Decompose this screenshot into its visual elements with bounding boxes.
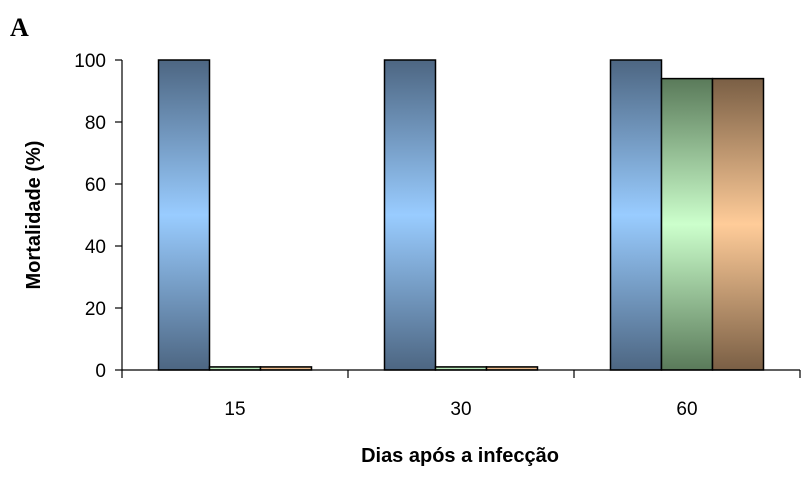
y-axis-title: Mortalidade (%) bbox=[23, 141, 45, 290]
x-tick-label: 15 bbox=[224, 399, 245, 420]
bar-series-1-15 bbox=[157, 59, 211, 371]
bar-series-3-60 bbox=[711, 77, 765, 371]
bar-series-2-60 bbox=[660, 77, 714, 371]
panel-label: A bbox=[10, 13, 29, 42]
x-tick-label: 30 bbox=[450, 399, 471, 420]
bar-series-1-60 bbox=[609, 59, 663, 371]
y-tick-label: 100 bbox=[74, 51, 106, 72]
x-ticks-group: 15 30 60 bbox=[121, 370, 801, 420]
y-tick-label: 80 bbox=[85, 113, 106, 134]
x-axis-title: Dias após a infecção bbox=[361, 445, 559, 467]
y-tick-label: 40 bbox=[85, 237, 106, 258]
bars-group bbox=[157, 59, 765, 371]
y-tick-label: 0 bbox=[95, 361, 106, 382]
bar-series-1-30 bbox=[383, 59, 437, 371]
y-tick-label: 60 bbox=[85, 175, 106, 196]
y-tick-label: 20 bbox=[85, 299, 106, 320]
x-tick-label: 60 bbox=[676, 399, 697, 420]
y-ticks-group: 0 20 40 60 80 100 bbox=[74, 51, 122, 382]
